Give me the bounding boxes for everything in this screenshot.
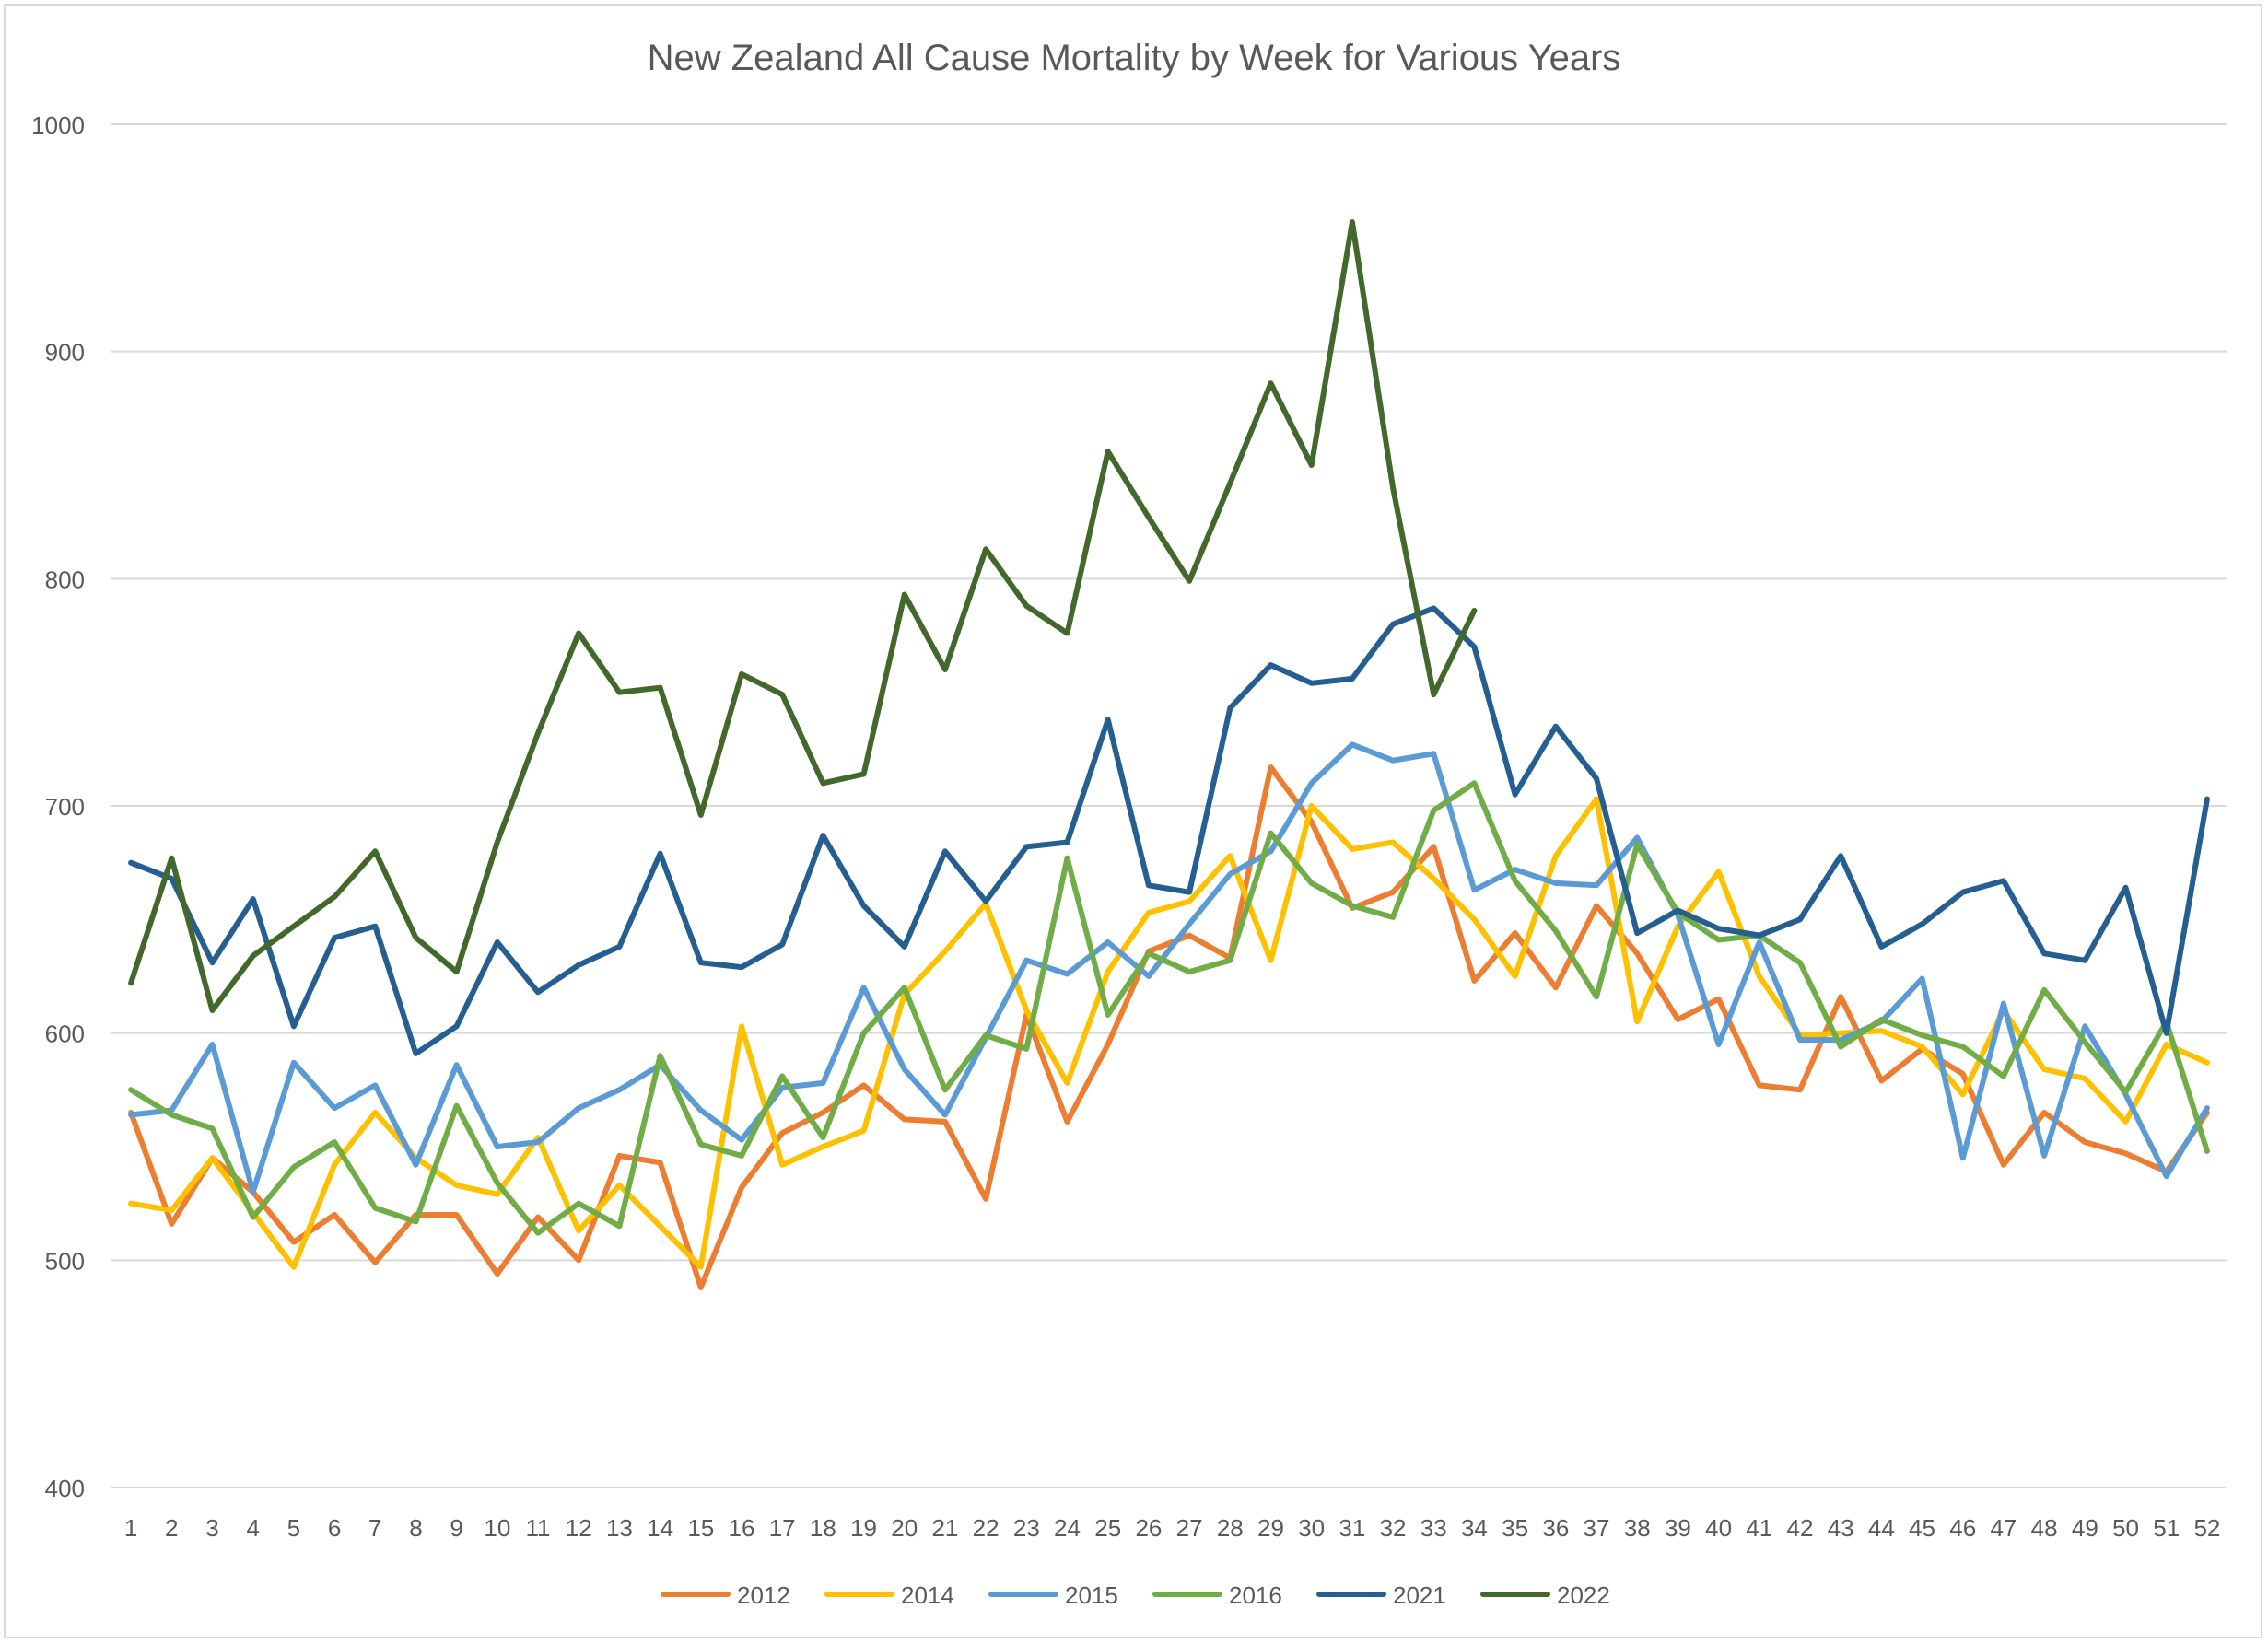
y-tick-label: 1000: [31, 111, 85, 139]
x-tick-label: 32: [1380, 1514, 1407, 1542]
y-tick-label: 700: [45, 793, 85, 821]
series-line-2016: [128, 780, 2210, 1236]
x-tick-label: 51: [2153, 1514, 2180, 1542]
x-tick-label: 10: [484, 1514, 510, 1542]
x-tick-label: 16: [729, 1514, 755, 1542]
x-tick-label: 9: [450, 1514, 462, 1542]
x-tick-label: 35: [1502, 1514, 1528, 1542]
y-tick-label: 600: [45, 1020, 85, 1048]
legend-label-2022: 2022: [1557, 1581, 1610, 1609]
legend: 2012 2014 2015 2016 2021 2022: [661, 1581, 1610, 1609]
x-tick-label: 41: [1746, 1514, 1772, 1542]
x-tick-label: 40: [1705, 1514, 1732, 1542]
x-tick-label: 48: [2031, 1514, 2058, 1542]
x-tick-label: 49: [2072, 1514, 2098, 1542]
x-tick-label: 5: [287, 1514, 300, 1542]
x-tick-label: 28: [1217, 1514, 1244, 1542]
x-tick-label: 46: [1949, 1514, 1976, 1542]
series-line-2021: [128, 605, 2210, 1056]
y-tick-label: 900: [45, 339, 85, 367]
x-tick-label: 6: [328, 1514, 341, 1542]
series-line-2022: [128, 219, 1478, 1013]
x-tick-label: 2: [165, 1514, 178, 1542]
legend-label-2012: 2012: [737, 1581, 790, 1609]
x-tick-label: 23: [1013, 1514, 1040, 1542]
series-lines: [128, 219, 2210, 1290]
x-axis-ticks: 1 2 3 4 5 6 7 8 9 10 11 12 13 14 15 16 17 18 19 20 21 22 23 24 2…: [124, 1514, 2221, 1542]
x-tick-label: 1: [124, 1514, 137, 1542]
x-tick-label: 34: [1461, 1514, 1488, 1542]
x-tick-label: 33: [1420, 1514, 1447, 1542]
x-tick-label: 43: [1828, 1514, 1854, 1542]
x-tick-label: 36: [1542, 1514, 1569, 1542]
x-tick-label: 45: [1909, 1514, 1935, 1542]
chart-title: New Zealand All Cause Mortality by Week …: [648, 38, 1621, 78]
x-tick-label: 27: [1176, 1514, 1203, 1542]
series-line-2015: [128, 741, 2210, 1195]
x-tick-label: 44: [1868, 1514, 1895, 1542]
x-tick-label: 39: [1665, 1514, 1691, 1542]
x-tick-label: 8: [409, 1514, 422, 1542]
x-tick-label: 30: [1298, 1514, 1325, 1542]
legend-label-2015: 2015: [1065, 1581, 1118, 1609]
x-tick-label: 21: [931, 1514, 958, 1542]
series-line-2012: [128, 764, 2210, 1290]
x-tick-label: 14: [647, 1514, 673, 1542]
x-tick-label: 50: [2112, 1514, 2139, 1542]
x-tick-label: 24: [1054, 1514, 1081, 1542]
x-tick-label: 47: [1990, 1514, 2017, 1542]
gridlines: [111, 123, 2227, 1488]
x-tick-label: 11: [526, 1514, 551, 1542]
x-tick-label: 19: [850, 1514, 877, 1542]
x-tick-label: 13: [606, 1514, 633, 1542]
x-tick-label: 25: [1094, 1514, 1121, 1542]
x-tick-label: 52: [2193, 1514, 2220, 1542]
x-tick-label: 29: [1257, 1514, 1284, 1542]
x-tick-label: 17: [769, 1514, 796, 1542]
x-tick-label: 15: [687, 1514, 714, 1542]
x-tick-label: 18: [810, 1514, 836, 1542]
x-tick-label: 22: [973, 1514, 1000, 1542]
x-tick-label: 4: [246, 1514, 259, 1542]
y-tick-label: 400: [45, 1475, 85, 1502]
x-tick-label: 12: [566, 1514, 592, 1542]
x-tick-label: 7: [368, 1514, 381, 1542]
x-tick-label: 42: [1787, 1514, 1814, 1542]
legend-label-2021: 2021: [1393, 1581, 1446, 1609]
y-tick-label: 500: [45, 1247, 85, 1275]
y-tick-label: 800: [45, 565, 85, 593]
x-tick-label: 31: [1339, 1514, 1365, 1542]
legend-label-2016: 2016: [1229, 1581, 1282, 1609]
x-tick-label: 20: [891, 1514, 918, 1542]
y-axis-ticks: 400 500 600 700 800 900 1000: [31, 111, 85, 1502]
x-tick-label: 26: [1135, 1514, 1162, 1542]
legend-label-2014: 2014: [901, 1581, 954, 1609]
x-tick-label: 3: [205, 1514, 218, 1542]
x-tick-label: 37: [1584, 1514, 1610, 1542]
x-tick-label: 38: [1624, 1514, 1651, 1542]
